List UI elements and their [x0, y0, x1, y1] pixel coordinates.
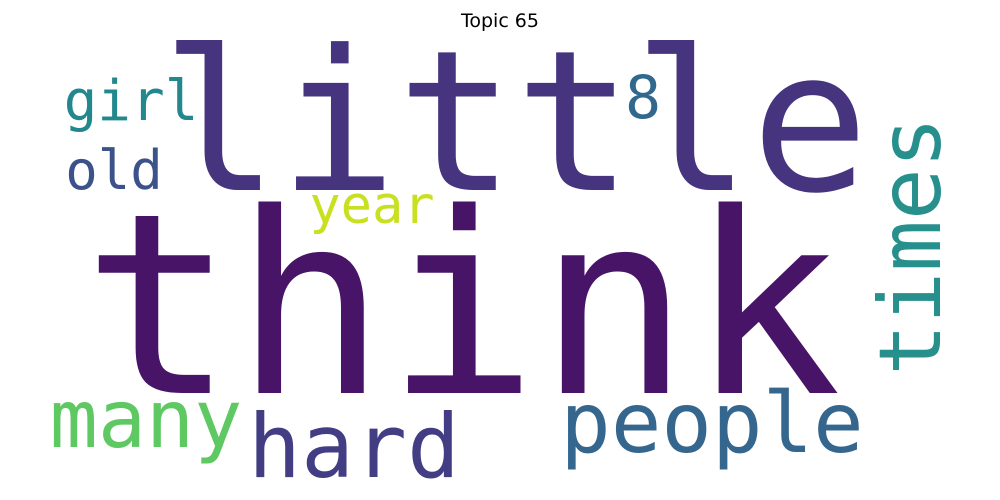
word-people: people: [560, 374, 863, 472]
word-hard: hard: [248, 395, 460, 498]
word-girl: girl: [64, 69, 199, 134]
word-think: think: [83, 160, 842, 453]
word-eight: 8: [625, 63, 661, 133]
word-times: times: [861, 117, 961, 376]
chart-title: Topic 65: [460, 10, 539, 32]
word-old: old: [65, 139, 163, 202]
word-little: little: [161, 9, 869, 237]
word-many: many: [50, 373, 243, 466]
word-year: year: [309, 176, 434, 236]
